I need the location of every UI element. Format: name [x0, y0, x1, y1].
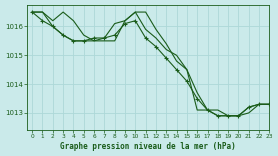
X-axis label: Graphe pression niveau de la mer (hPa): Graphe pression niveau de la mer (hPa) [60, 142, 236, 151]
